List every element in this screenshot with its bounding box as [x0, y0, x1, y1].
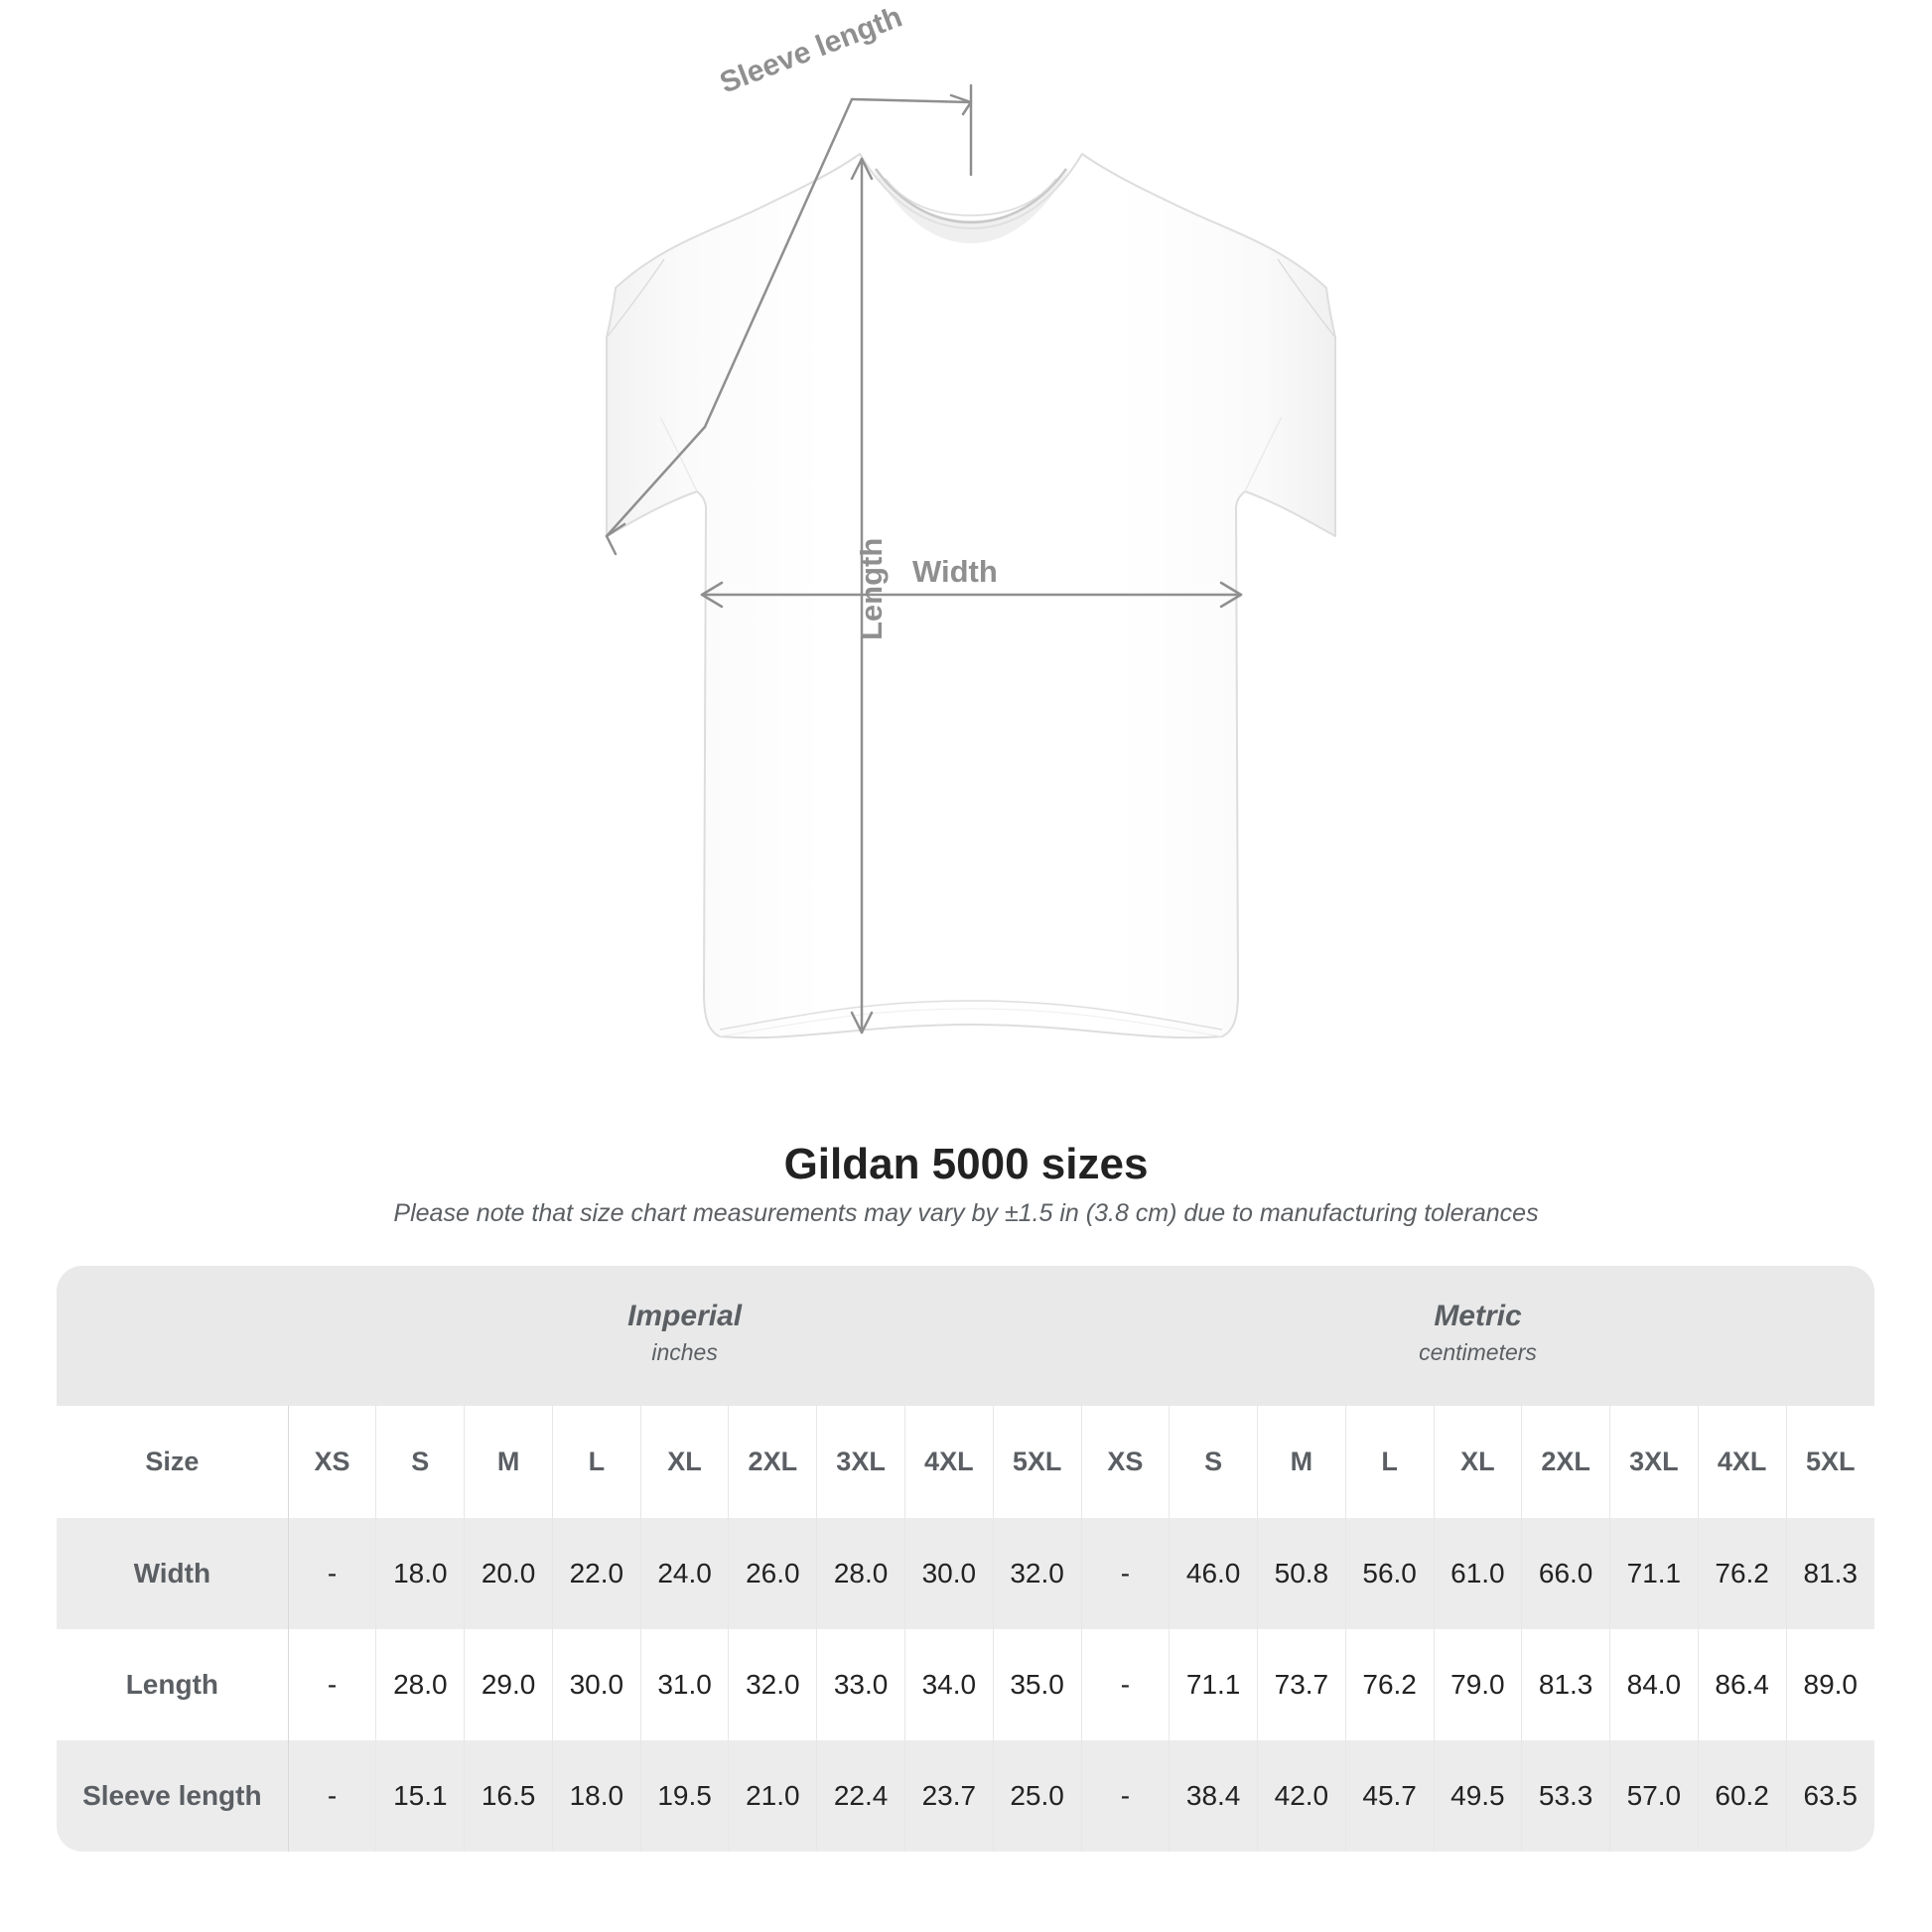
svg-text:Sleeve length: Sleeve length [716, 0, 906, 99]
svg-text:Width: Width [912, 554, 998, 589]
svg-text:Length: Length [854, 538, 889, 640]
